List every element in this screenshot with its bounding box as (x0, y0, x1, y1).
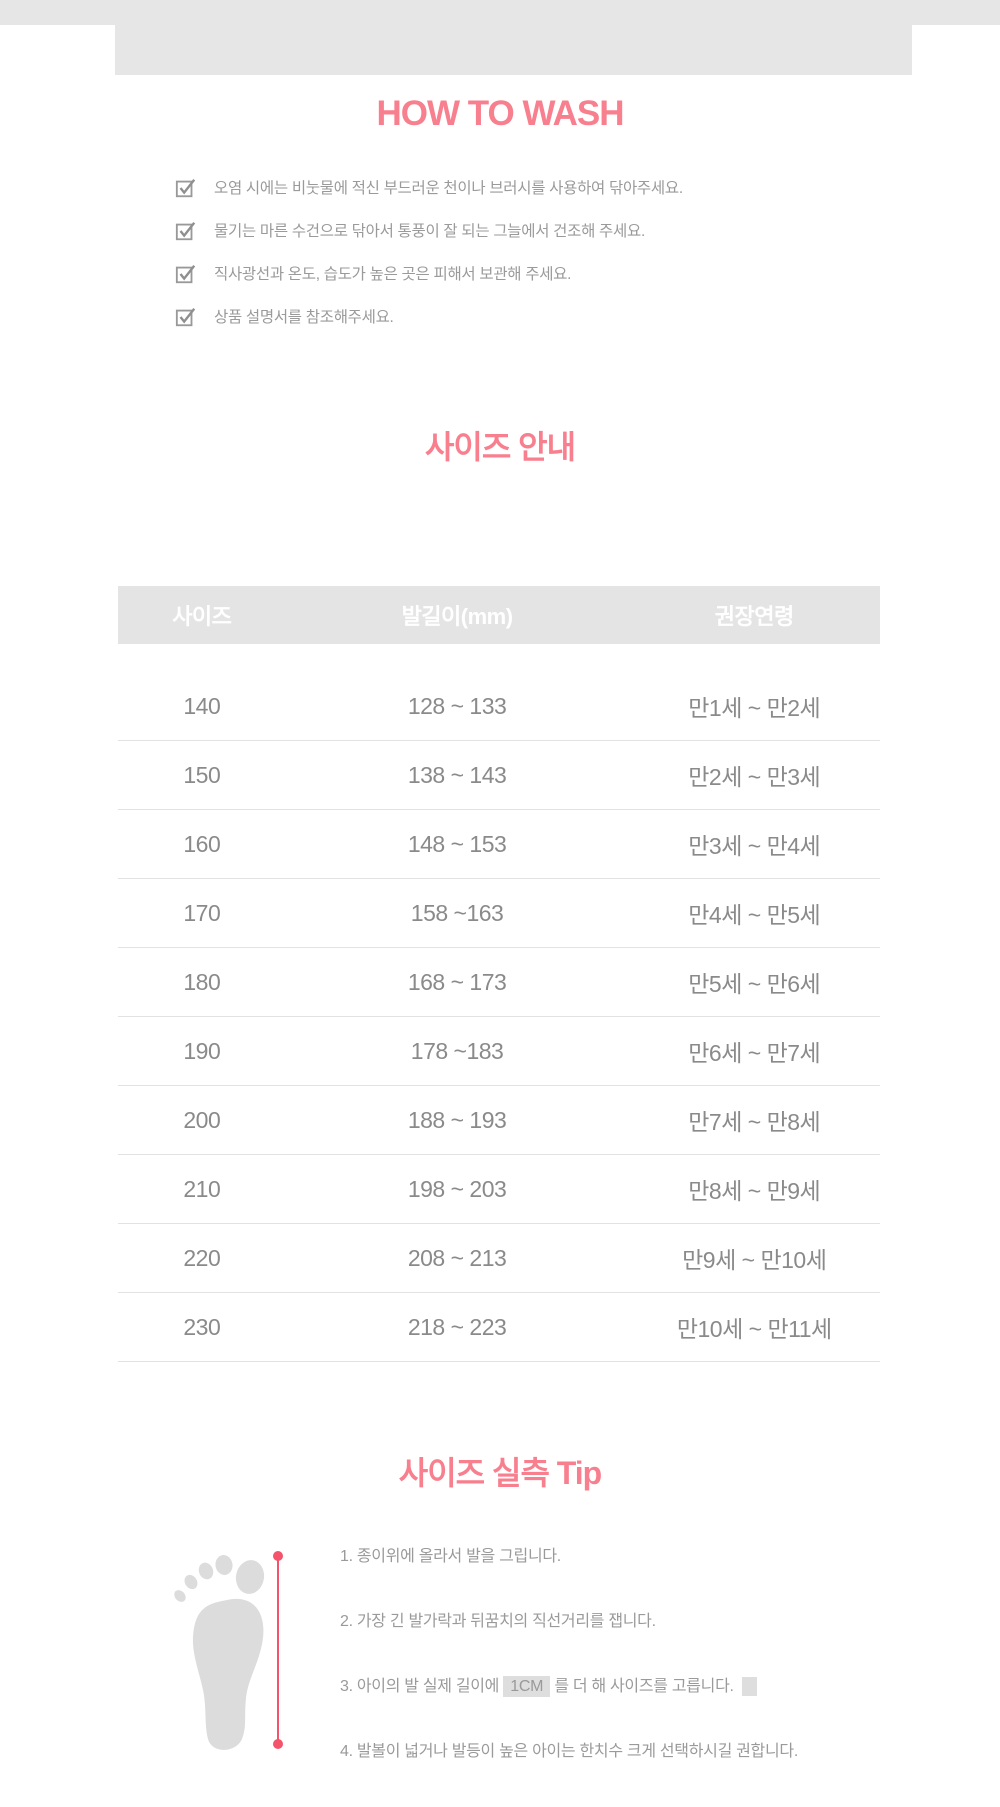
header-foot-length: 발길이(mm) (401, 604, 513, 629)
tip3-suffix: 를 더 해 사이즈를 고릅니다. (554, 1678, 734, 1695)
wash-item: 물기는 마른 수건으로 닦아서 통풍이 잘 되는 그늘에서 건조해 주세요. (175, 222, 1000, 242)
tip-item: 2. 가장 긴 발가락과 뒤꿈치의 직선거리를 잽니다. (340, 1613, 656, 1630)
length-cell: 178 ~183 (410, 1037, 504, 1064)
wash-item: 직사광선과 온도, 습도가 높은 곳은 피해서 보관해 주세요. (175, 265, 1000, 285)
table-header-gap (118, 644, 880, 672)
table-row: 200 188 ~ 193 만7세 ~ 만8세 (118, 1086, 880, 1155)
checkbox-check-icon (175, 265, 196, 284)
measure-tip-section: 1. 종이위에 올라서 발을 그립니다. 2. 가장 긴 발가락과 뒤꿈치의 직… (0, 1547, 1000, 1762)
tip-item: 1. 종이위에 올라서 발을 그립니다. (340, 1548, 561, 1565)
age-cell: 만7세 ~ 만8세 (688, 1109, 821, 1135)
tip3-gray-box (741, 1677, 757, 1697)
wash-item: 상품 설명서를 참조해주세요. (175, 308, 1000, 328)
length-cell: 188 ~ 193 (407, 1106, 507, 1133)
table-row: 220 208 ~ 213 만9세 ~ 만10세 (118, 1224, 880, 1293)
wash-item-text: 상품 설명서를 참조해주세요. (214, 309, 394, 326)
size-table: 사이즈 발길이(mm) 권장연령 140 128 ~ 133 만1세 ~ 만2세… (118, 586, 880, 1362)
size-cell: 180 (183, 968, 221, 995)
size-cell: 190 (183, 1037, 221, 1064)
tip3-prefix: 3. 아이의 발 실제 길이에 (340, 1678, 500, 1695)
age-cell: 만6세 ~ 만7세 (688, 1040, 821, 1066)
length-cell: 138 ~ 143 (407, 761, 507, 788)
length-cell: 198 ~ 203 (407, 1175, 507, 1202)
size-cell: 160 (183, 830, 221, 857)
table-row: 180 168 ~ 173 만5세 ~ 만6세 (118, 948, 880, 1017)
size-guide-title: 사이즈 안내 (424, 429, 576, 465)
length-cell: 168 ~ 173 (407, 968, 507, 995)
checkbox-check-icon (175, 179, 196, 198)
length-cell: 148 ~ 153 (407, 830, 507, 857)
age-cell: 만2세 ~ 만3세 (688, 764, 821, 790)
tip-item: 4. 발볼이 넓거나 발등이 높은 아이는 한치수 크게 선택하시길 권합니다. (340, 1743, 798, 1760)
age-cell: 만10세 ~ 만11세 (676, 1316, 832, 1342)
tip3-highlight: 1CM (503, 1676, 551, 1697)
header-size: 사이즈 (172, 604, 232, 629)
footprint-icon (174, 1555, 265, 1750)
table-row: 140 128 ~ 133 만1세 ~ 만2세 (118, 672, 880, 741)
table-row: 210 198 ~ 203 만8세 ~ 만9세 (118, 1155, 880, 1224)
table-row: 230 218 ~ 223 만10세 ~ 만11세 (118, 1293, 880, 1362)
age-cell: 만9세 ~ 만10세 (682, 1247, 827, 1273)
age-cell: 만4세 ~ 만5세 (688, 902, 821, 928)
wash-title: HOW TO WASH (376, 94, 625, 133)
measure-line (273, 1551, 283, 1749)
tip-list: 1. 종이위에 올라서 발을 그립니다. 2. 가장 긴 발가락과 뒤꿈치의 직… (340, 1547, 798, 1807)
age-cell: 만5세 ~ 만6세 (688, 971, 821, 997)
measure-tip-title: 사이즈 실측 Tip (398, 1455, 602, 1491)
age-cell: 만1세 ~ 만2세 (688, 695, 821, 721)
wash-item-text: 물기는 마른 수건으로 닦아서 통풍이 잘 되는 그늘에서 건조해 주세요. (214, 223, 645, 240)
length-cell: 218 ~ 223 (407, 1313, 507, 1340)
size-cell: 150 (183, 761, 221, 788)
wash-checklist: 오염 시에는 비눗물에 적신 부드러운 천이나 브러시를 사용하여 닦아주세요.… (175, 179, 1000, 328)
header-recommended-age: 권장연령 (714, 604, 794, 629)
checkbox-check-icon (175, 222, 196, 241)
table-row: 190 178 ~183 만6세 ~ 만7세 (118, 1017, 880, 1086)
size-cell: 220 (183, 1244, 221, 1271)
wash-item-text: 오염 시에는 비눗물에 적신 부드러운 천이나 브러시를 사용하여 닦아주세요. (214, 180, 683, 197)
size-cell: 210 (183, 1175, 221, 1202)
length-cell: 128 ~ 133 (407, 692, 507, 719)
top-gray-inset (115, 25, 912, 75)
size-table-header: 사이즈 발길이(mm) 권장연령 (118, 586, 880, 644)
checkbox-check-icon (175, 308, 196, 327)
size-cell: 170 (183, 899, 221, 926)
length-cell: 158 ~163 (410, 899, 504, 926)
tip-item: 3. 아이의 발 실제 길이에 1CM 를 더 해 사이즈를 고릅니다. (340, 1676, 798, 1697)
table-row: 160 148 ~ 153 만3세 ~ 만4세 (118, 810, 880, 879)
age-cell: 만3세 ~ 만4세 (688, 833, 821, 859)
table-row: 170 158 ~163 만4세 ~ 만5세 (118, 879, 880, 948)
top-gray-band (0, 0, 1000, 25)
size-cell: 200 (183, 1106, 221, 1133)
length-cell: 208 ~ 213 (407, 1244, 507, 1271)
size-cell: 140 (183, 692, 221, 719)
size-cell: 230 (183, 1313, 221, 1340)
age-cell: 만8세 ~ 만9세 (688, 1178, 821, 1204)
wash-item: 오염 시에는 비눗물에 적신 부드러운 천이나 브러시를 사용하여 닦아주세요. (175, 179, 1000, 199)
wash-item-text: 직사광선과 온도, 습도가 높은 곳은 피해서 보관해 주세요. (214, 266, 572, 283)
table-row: 150 138 ~ 143 만2세 ~ 만3세 (118, 741, 880, 810)
